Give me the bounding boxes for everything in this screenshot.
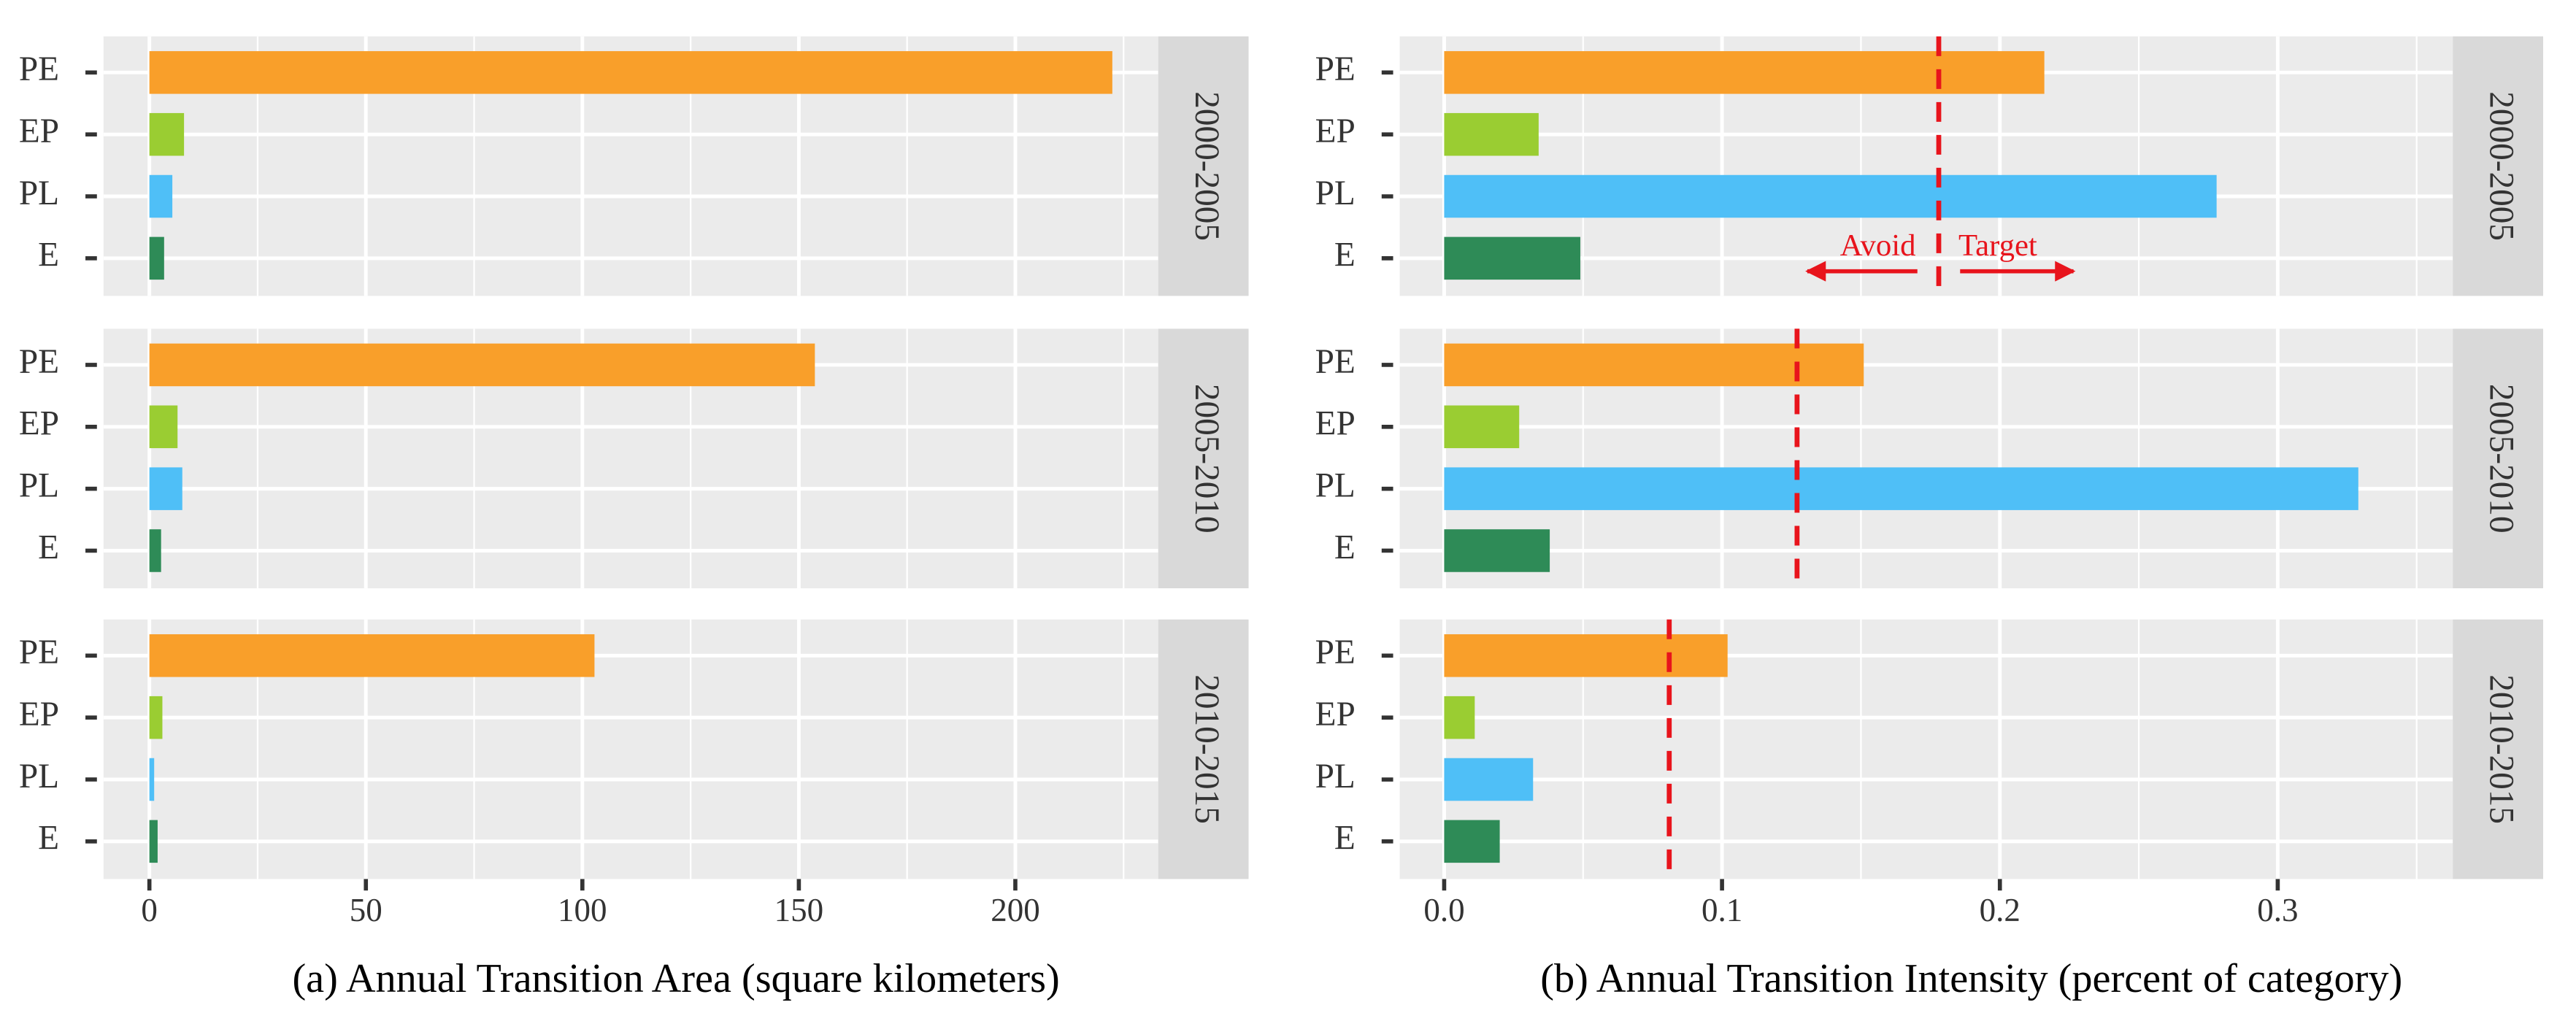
y-tick-label: EP <box>1315 112 1356 150</box>
annotation: Target <box>1958 228 2037 263</box>
facet-strip <box>1158 328 1249 589</box>
y-tick-label: E <box>38 528 59 566</box>
y-tick-label: PL <box>1315 174 1356 212</box>
bar <box>149 112 185 156</box>
bar <box>1444 758 1534 801</box>
bar <box>1444 529 1550 572</box>
y-tick-label: EP <box>1315 405 1356 443</box>
facet-label: 2000-2005 <box>2482 91 2520 241</box>
annotation: Avoid <box>1840 228 1916 263</box>
x-tick-label: 0.0 <box>1423 892 1464 928</box>
y-tick-label: PE <box>1315 343 1356 381</box>
bar <box>1444 343 1864 387</box>
facet-strip <box>2453 328 2543 589</box>
y-tick-label: E <box>38 236 59 274</box>
facet-strip <box>1158 619 1249 879</box>
facet-label: 2005-2010 <box>1188 384 1226 534</box>
bar <box>1444 820 1500 863</box>
x-tick-label: 0.1 <box>1702 892 1742 928</box>
y-tick-label: PE <box>19 634 59 671</box>
y-tick-label: PL <box>19 758 59 796</box>
bar <box>1444 405 1520 449</box>
bar <box>1444 236 1580 280</box>
y-tick-label: PL <box>19 174 59 212</box>
bar <box>149 236 164 280</box>
y-tick-label: PE <box>1315 634 1356 671</box>
bar <box>149 820 158 863</box>
y-tick-label: PL <box>1315 758 1356 796</box>
bar <box>1444 51 2045 94</box>
facet-label: 2010-2015 <box>1188 674 1226 824</box>
y-tick-label: EP <box>19 112 59 150</box>
x-tick-label: 0 <box>141 892 158 928</box>
y-tick-label: PE <box>19 343 59 381</box>
x-tick-label: 100 <box>558 892 607 928</box>
facet-label: 2010-2015 <box>2482 674 2520 824</box>
y-tick-label: EP <box>19 405 59 443</box>
x-axis-label: (b) Annual Transition Intensity (percent… <box>1540 956 2402 1001</box>
y-tick-label: PL <box>1315 466 1356 504</box>
bar <box>149 51 1112 94</box>
bar <box>149 467 182 510</box>
bar <box>1444 696 1475 739</box>
bar <box>149 758 155 801</box>
bar <box>1444 112 1539 156</box>
x-tick-label: 50 <box>350 892 382 928</box>
facet-label: 2000-2005 <box>1188 91 1226 241</box>
facet-label: 2005-2010 <box>2482 384 2520 534</box>
y-tick-label: EP <box>19 696 59 733</box>
y-tick-label: E <box>1334 820 1356 858</box>
x-tick-label: 150 <box>774 892 824 928</box>
bar <box>149 529 161 572</box>
y-tick-label: E <box>1334 528 1356 566</box>
bar <box>149 174 173 218</box>
facet-strip <box>2453 36 2543 296</box>
bar <box>149 696 163 739</box>
x-tick-label: 0.3 <box>2257 892 2298 928</box>
bar <box>1444 467 2358 510</box>
bar <box>149 405 178 449</box>
facet-strip <box>1158 36 1249 296</box>
y-tick-label: E <box>38 820 59 858</box>
bar <box>1444 634 1728 677</box>
y-tick-label: E <box>1334 236 1356 274</box>
bar <box>149 634 595 677</box>
x-tick-label: 0.2 <box>1980 892 2021 928</box>
y-tick-label: EP <box>1315 696 1356 733</box>
bar <box>149 343 815 387</box>
y-tick-label: PE <box>1315 50 1356 88</box>
x-tick-label: 200 <box>991 892 1040 928</box>
bar <box>1444 174 2217 218</box>
y-tick-label: PL <box>19 466 59 504</box>
x-axis-label: (a) Annual Transition Area (square kilom… <box>292 956 1059 1001</box>
facet-strip <box>2453 619 2543 879</box>
y-tick-label: PE <box>19 50 59 88</box>
